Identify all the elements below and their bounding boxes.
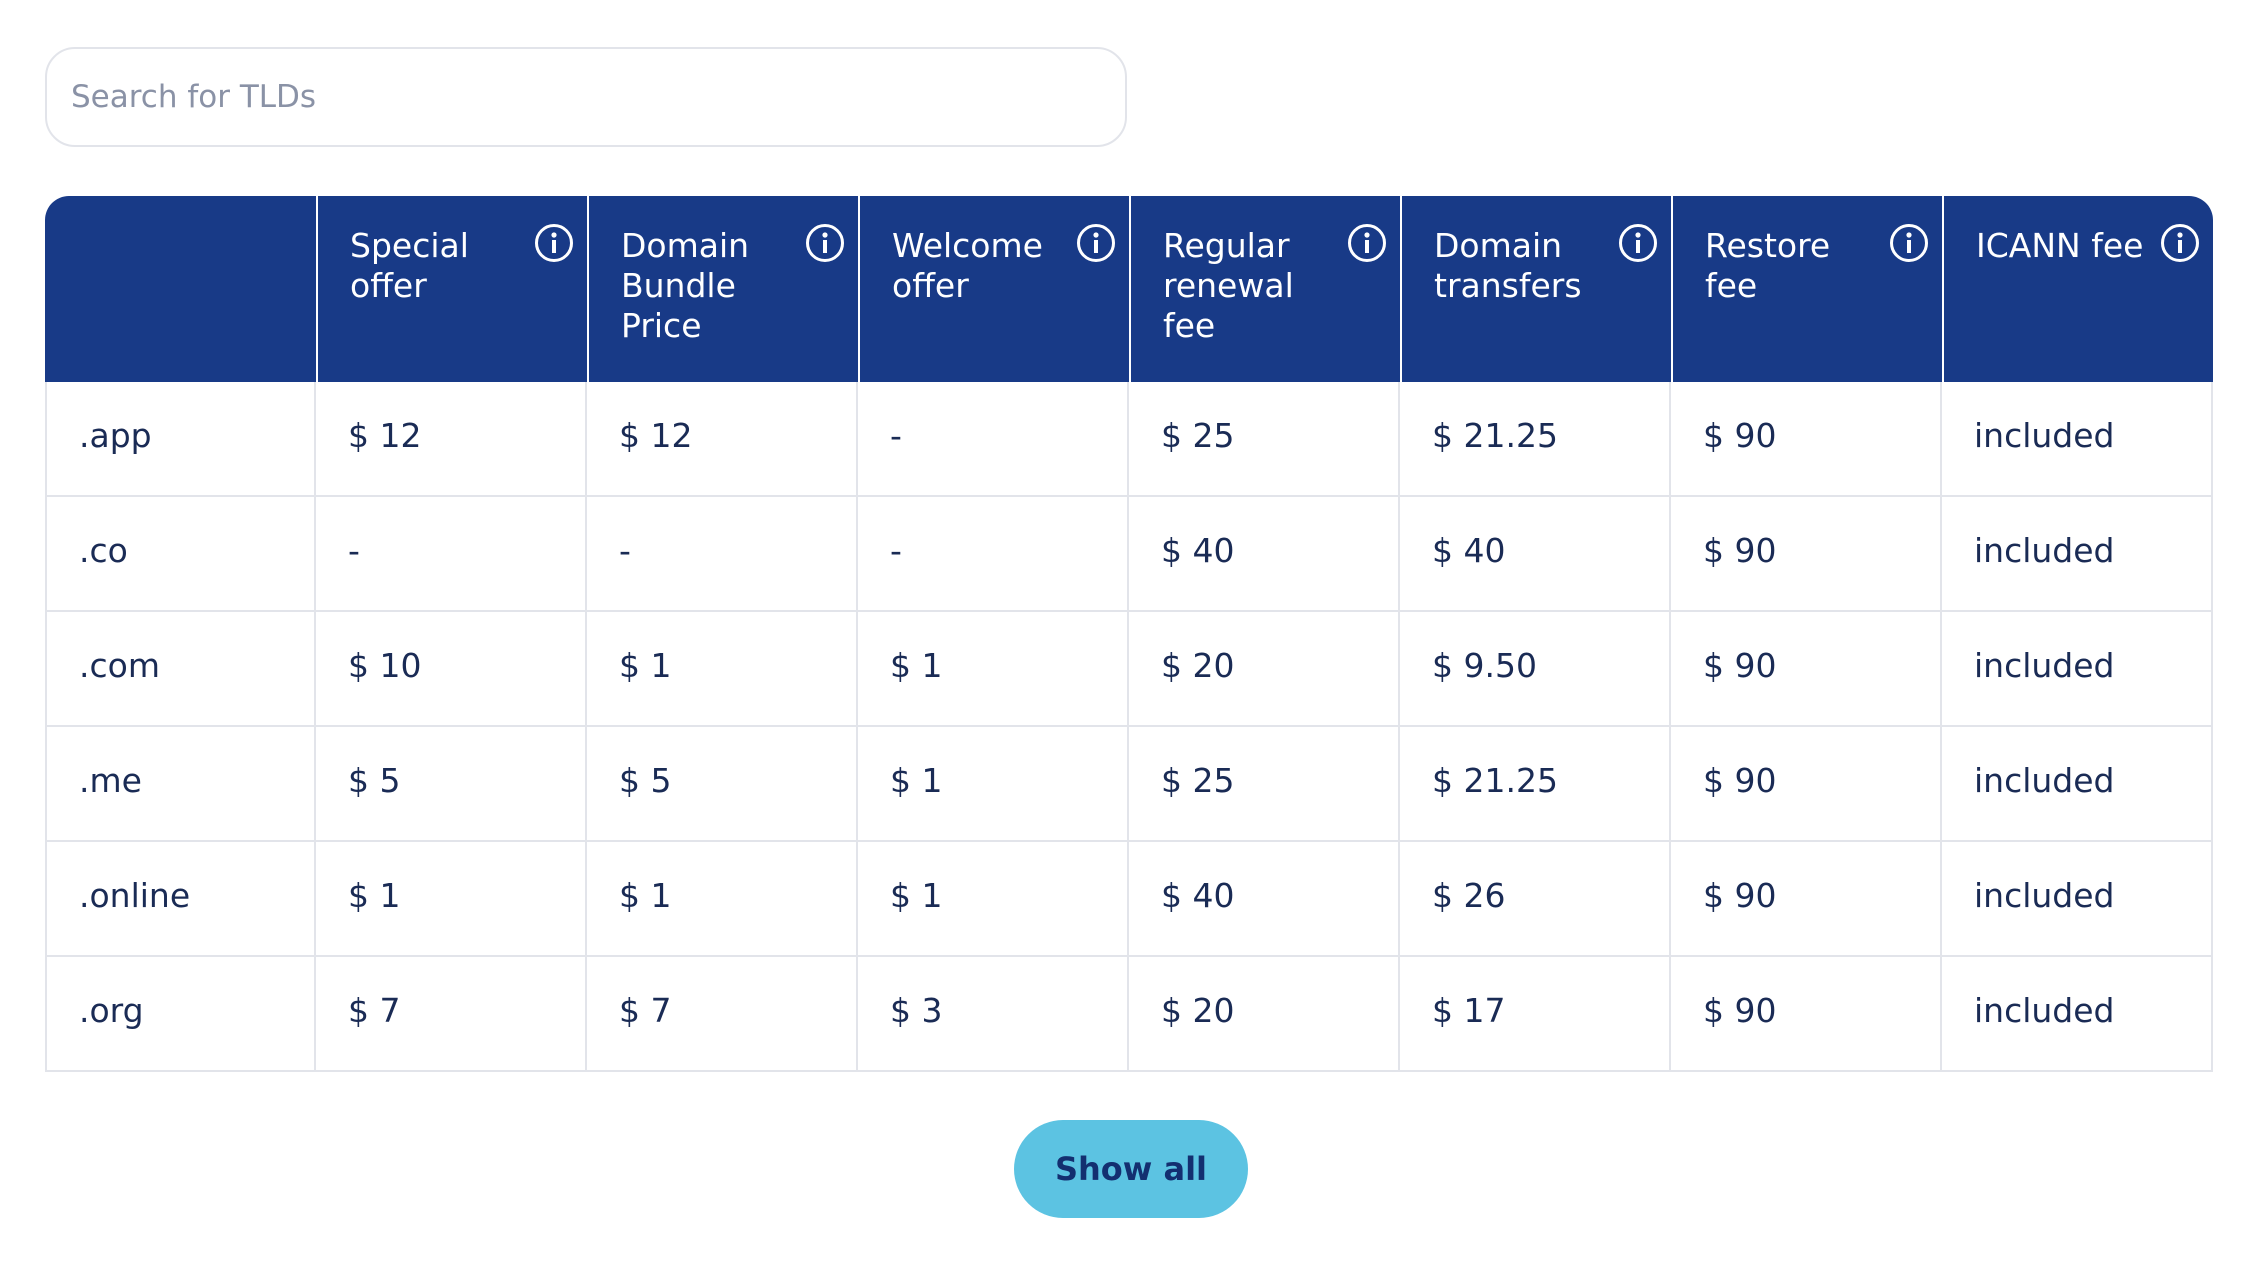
show-all-button[interactable]: Show all xyxy=(1014,1120,1248,1218)
special-offer-cell: $ 12 xyxy=(316,382,587,497)
welcome-offer-cell: - xyxy=(858,497,1129,612)
restore-fee-cell: $ 90 xyxy=(1671,727,1942,842)
table-row: .app $ 12 $ 12 - $ 25 $ 21.25 $ 90 inclu… xyxy=(45,382,2213,497)
icann-fee-cell: included xyxy=(1942,957,2213,1072)
domain-transfers-cell: $ 17 xyxy=(1400,957,1671,1072)
welcome-offer-cell: $ 1 xyxy=(858,842,1129,957)
domain-bundle-price-cell: $ 5 xyxy=(587,727,858,842)
restore-fee-cell: $ 90 xyxy=(1671,612,1942,727)
table-row: .com $ 10 $ 1 $ 1 $ 20 $ 9.50 $ 90 inclu… xyxy=(45,612,2213,727)
search-box[interactable] xyxy=(45,47,1127,147)
header-cell-domain-transfers: Domain transfers xyxy=(1400,196,1671,382)
info-icon[interactable] xyxy=(1077,224,1115,262)
restore-fee-cell: $ 90 xyxy=(1671,957,1942,1072)
restore-fee-cell: $ 90 xyxy=(1671,382,1942,497)
special-offer-cell: $ 10 xyxy=(316,612,587,727)
header-label: Restore fee xyxy=(1705,226,1831,305)
regular-renewal-fee-cell: $ 40 xyxy=(1129,842,1400,957)
special-offer-cell: - xyxy=(316,497,587,612)
header-label: Regular renewal fee xyxy=(1163,226,1294,345)
header-label: Special offer xyxy=(350,226,469,305)
info-icon[interactable] xyxy=(535,224,573,262)
info-icon[interactable] xyxy=(1619,224,1657,262)
restore-fee-cell: $ 90 xyxy=(1671,842,1942,957)
restore-fee-cell: $ 90 xyxy=(1671,497,1942,612)
domain-bundle-price-cell: $ 1 xyxy=(587,842,858,957)
domain-transfers-cell: $ 26 xyxy=(1400,842,1671,957)
header-cell-welcome-offer: Welcome offer xyxy=(858,196,1129,382)
special-offer-cell: $ 5 xyxy=(316,727,587,842)
header-label: ICANN fee xyxy=(1976,226,2144,265)
search-input[interactable] xyxy=(71,79,1101,115)
icann-fee-cell: included xyxy=(1942,842,2213,957)
regular-renewal-fee-cell: $ 40 xyxy=(1129,497,1400,612)
icann-fee-cell: included xyxy=(1942,727,2213,842)
domain-bundle-price-cell: $ 1 xyxy=(587,612,858,727)
welcome-offer-cell: $ 1 xyxy=(858,727,1129,842)
header-cell-special-offer: Special offer xyxy=(316,196,587,382)
header-label: Welcome offer xyxy=(892,226,1043,305)
welcome-offer-cell: $ 1 xyxy=(858,612,1129,727)
header-cell-domain-bundle-price: Domain Bundle Price xyxy=(587,196,858,382)
domain-bundle-price-cell: $ 12 xyxy=(587,382,858,497)
info-icon[interactable] xyxy=(2161,224,2199,262)
header-cell-regular-renewal-fee: Regular renewal fee xyxy=(1129,196,1400,382)
domain-transfers-cell: $ 40 xyxy=(1400,497,1671,612)
tld-cell: .app xyxy=(45,382,316,497)
table-row: .online $ 1 $ 1 $ 1 $ 40 $ 26 $ 90 inclu… xyxy=(45,842,2213,957)
domain-bundle-price-cell: $ 7 xyxy=(587,957,858,1072)
domain-transfers-cell: $ 21.25 xyxy=(1400,382,1671,497)
header-cell-tld xyxy=(45,196,316,382)
info-icon[interactable] xyxy=(1348,224,1386,262)
tld-cell: .online xyxy=(45,842,316,957)
welcome-offer-cell: $ 3 xyxy=(858,957,1129,1072)
header-label: Domain transfers xyxy=(1434,226,1582,305)
table-row: .org $ 7 $ 7 $ 3 $ 20 $ 17 $ 90 included xyxy=(45,957,2213,1072)
table-header-row: Special offer Domain Bundle Price Welcom… xyxy=(45,196,2213,382)
tld-cell: .org xyxy=(45,957,316,1072)
info-icon[interactable] xyxy=(806,224,844,262)
tld-pricing-table: Special offer Domain Bundle Price Welcom… xyxy=(45,196,2213,1072)
domain-bundle-price-cell: - xyxy=(587,497,858,612)
icann-fee-cell: included xyxy=(1942,382,2213,497)
info-icon[interactable] xyxy=(1890,224,1928,262)
icann-fee-cell: included xyxy=(1942,612,2213,727)
regular-renewal-fee-cell: $ 20 xyxy=(1129,957,1400,1072)
header-cell-restore-fee: Restore fee xyxy=(1671,196,1942,382)
domain-transfers-cell: $ 9.50 xyxy=(1400,612,1671,727)
header-cell-icann-fee: ICANN fee xyxy=(1942,196,2213,382)
regular-renewal-fee-cell: $ 25 xyxy=(1129,382,1400,497)
special-offer-cell: $ 1 xyxy=(316,842,587,957)
tld-cell: .me xyxy=(45,727,316,842)
domain-transfers-cell: $ 21.25 xyxy=(1400,727,1671,842)
table-row: .me $ 5 $ 5 $ 1 $ 25 $ 21.25 $ 90 includ… xyxy=(45,727,2213,842)
regular-renewal-fee-cell: $ 20 xyxy=(1129,612,1400,727)
tld-cell: .com xyxy=(45,612,316,727)
tld-cell: .co xyxy=(45,497,316,612)
header-label: Domain Bundle Price xyxy=(621,226,750,345)
table-row: .co - - - $ 40 $ 40 $ 90 included xyxy=(45,497,2213,612)
regular-renewal-fee-cell: $ 25 xyxy=(1129,727,1400,842)
welcome-offer-cell: - xyxy=(858,382,1129,497)
icann-fee-cell: included xyxy=(1942,497,2213,612)
special-offer-cell: $ 7 xyxy=(316,957,587,1072)
